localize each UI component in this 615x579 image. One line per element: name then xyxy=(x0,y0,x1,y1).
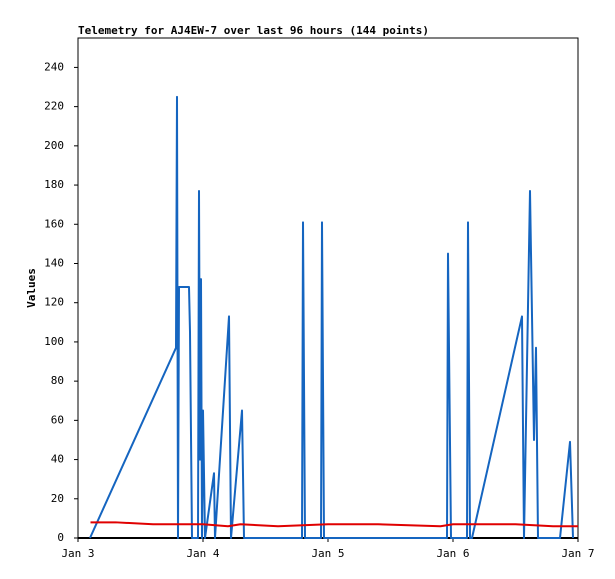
data-line xyxy=(90,521,578,528)
y-axis-label: Values xyxy=(25,268,38,308)
y-tick-label: 0 xyxy=(57,531,64,544)
plot-frame xyxy=(77,37,579,539)
x-tick-label: Jan 4 xyxy=(186,547,219,560)
y-tick-label: 200 xyxy=(44,139,64,152)
y-tick-label: 20 xyxy=(51,492,64,505)
x-tick-label: Jan 6 xyxy=(436,547,469,560)
chart-title: Telemetry for AJ4EW-7 over last 96 hours… xyxy=(78,24,429,37)
x-tick-label: Jan 3 xyxy=(61,547,94,560)
y-tick-label: 240 xyxy=(44,60,64,73)
data-line xyxy=(89,95,574,539)
y-tick-label: 180 xyxy=(44,178,64,191)
y-tick-label: 100 xyxy=(44,335,64,348)
y-tick-label: 160 xyxy=(44,217,64,230)
x-tick-label: Jan 5 xyxy=(311,547,344,560)
y-tick-label: 80 xyxy=(51,374,64,387)
x-tick-label: Jan 7 xyxy=(561,547,594,560)
y-tick-label: 60 xyxy=(51,413,64,426)
y-tick-label: 140 xyxy=(44,256,64,269)
y-tick-label: 40 xyxy=(51,453,64,466)
y-tick-label: 220 xyxy=(44,100,64,113)
y-tick-label: 120 xyxy=(44,296,64,309)
